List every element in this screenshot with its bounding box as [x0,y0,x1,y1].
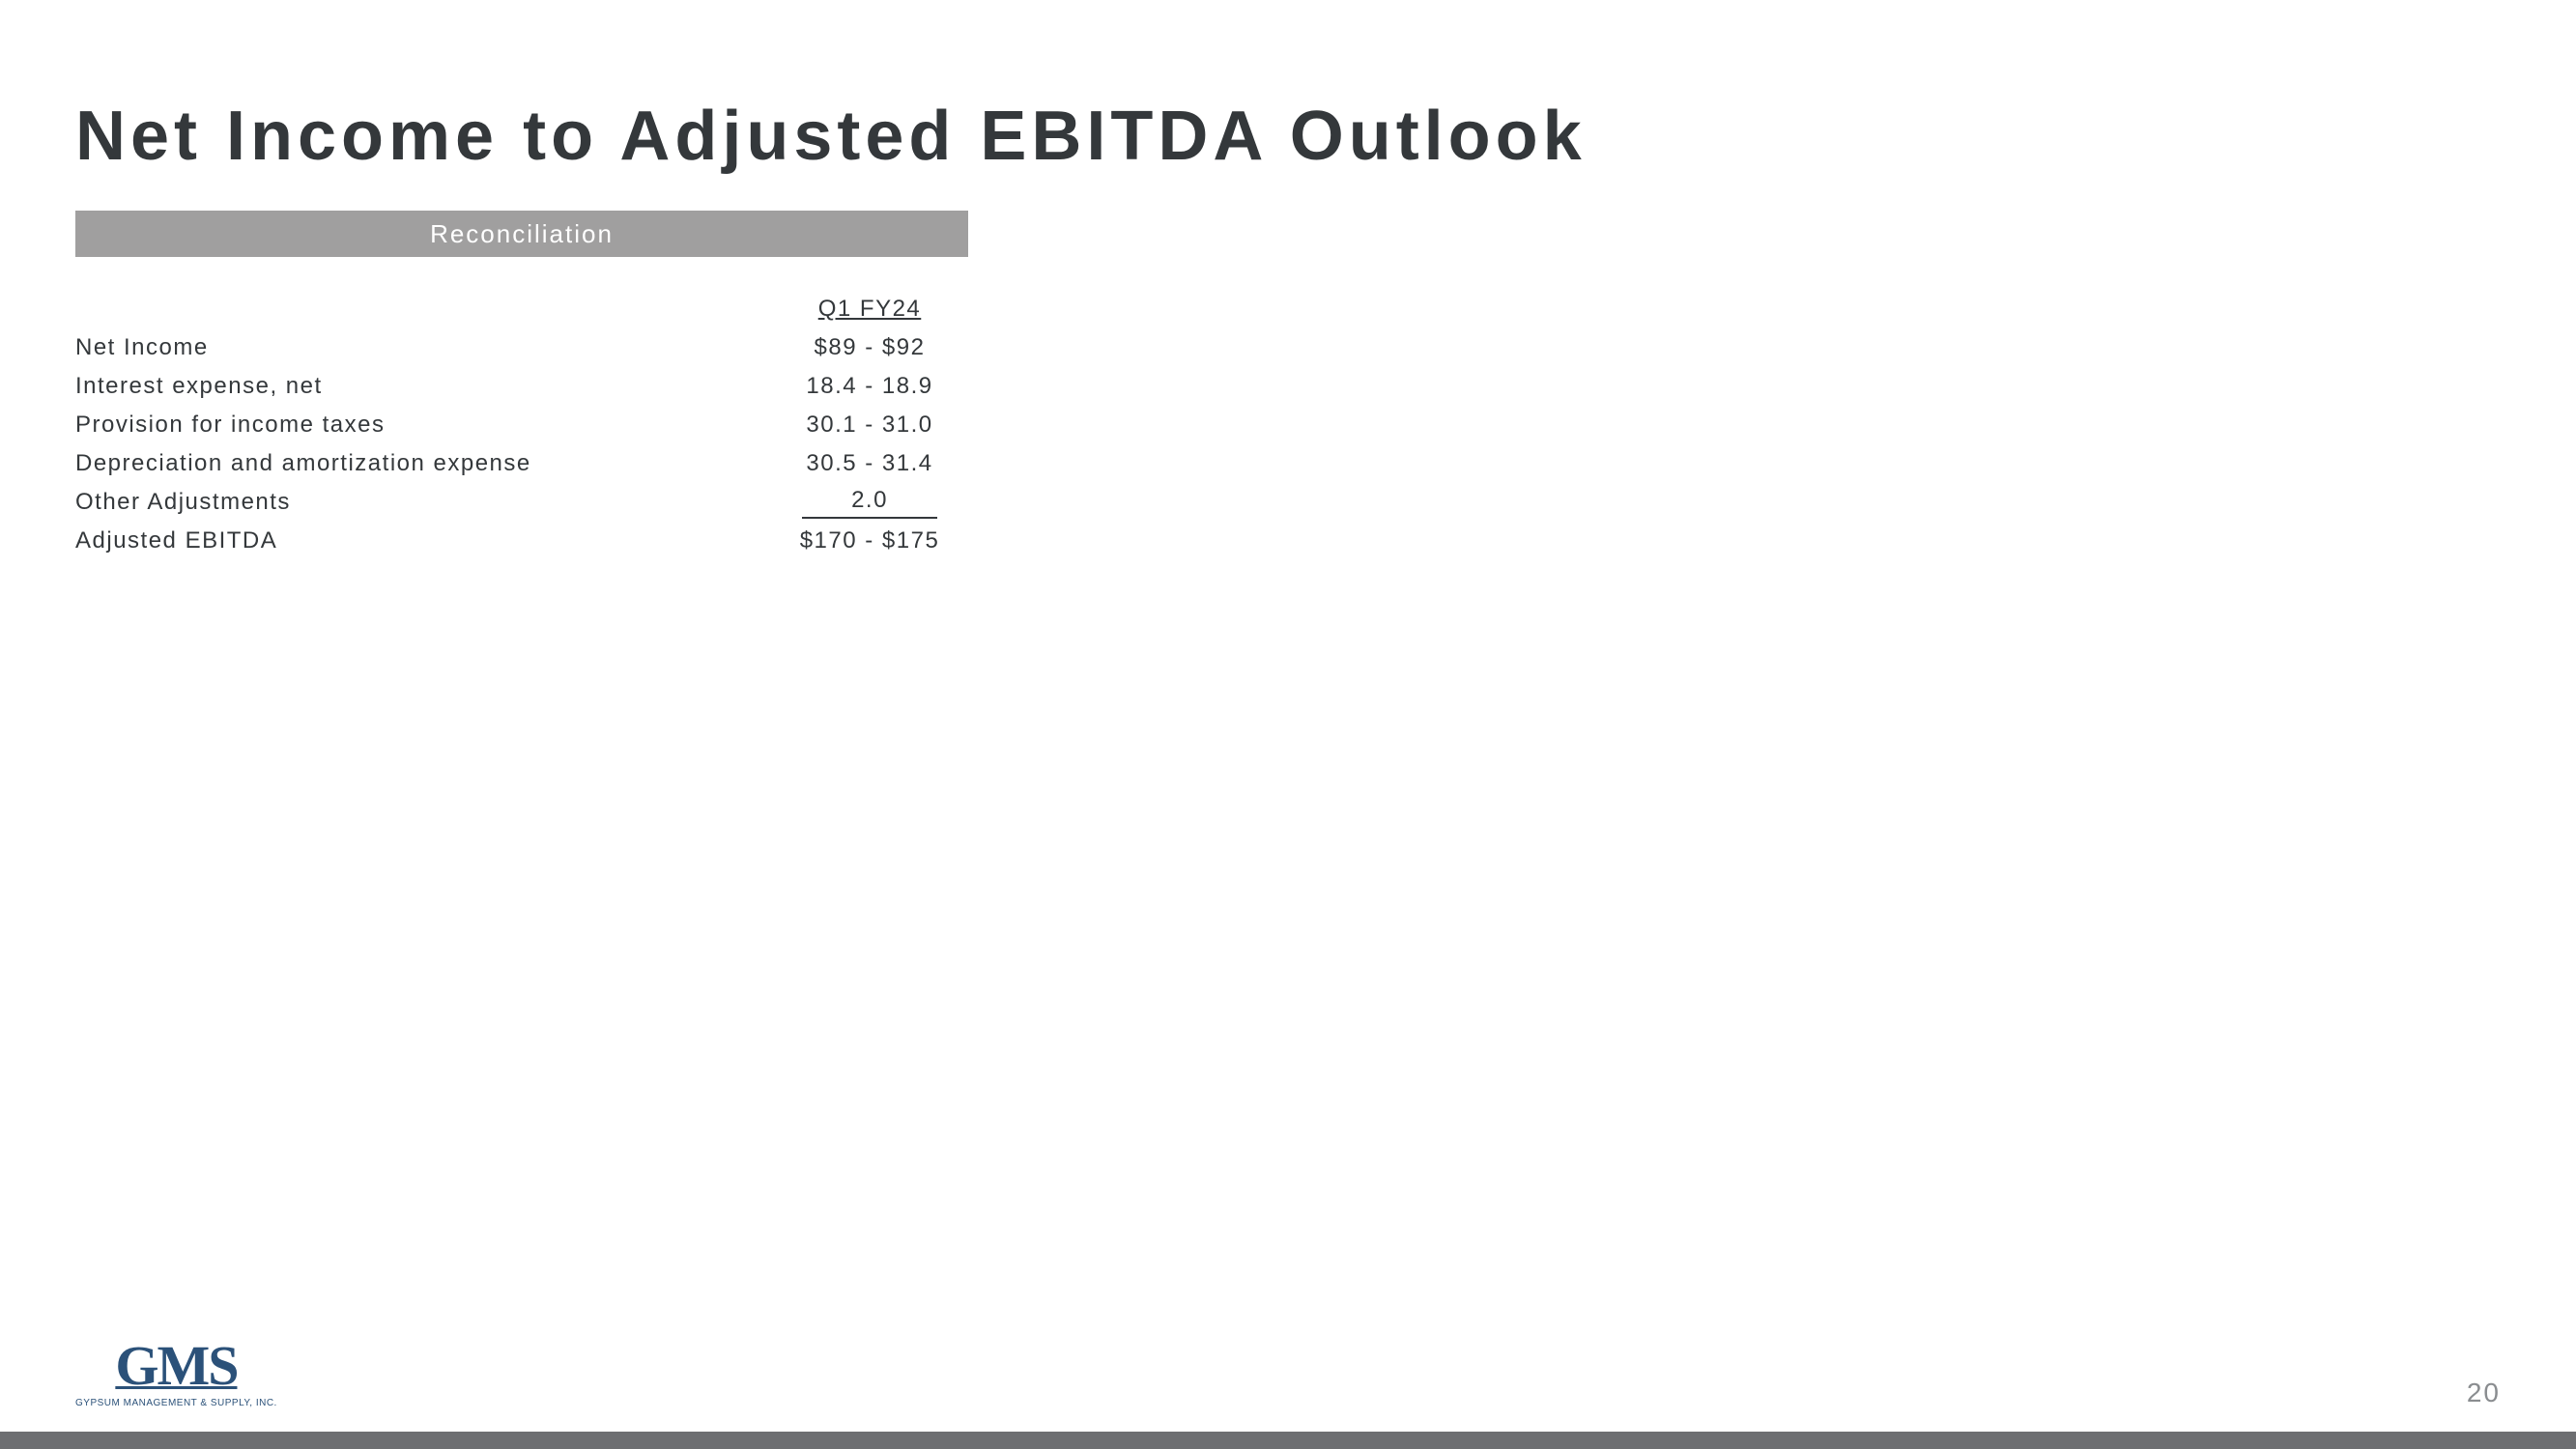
table-row: Net Income $89 - $92 [75,328,968,367]
row-value: $89 - $92 [771,334,968,361]
reconciliation-header-label: Reconciliation [430,219,614,249]
row-label: Adjusted EBITDA [75,527,771,554]
row-value: 30.1 - 31.0 [771,412,968,439]
table-row: Other Adjustments 2.0 [75,483,968,522]
row-label: Provision for income taxes [75,412,771,439]
row-label: Interest expense, net [75,373,771,400]
row-value-subtotal: 2.0 [771,487,968,519]
table-row-total: Adjusted EBITDA $170 - $175 [75,522,968,560]
row-label: Depreciation and amortization expense [75,450,771,477]
company-logo: GMS GYPSUM MANAGEMENT & SUPPLY, INC. [75,1338,277,1408]
row-label: Other Adjustments [75,489,771,516]
table-row: Interest expense, net 18.4 - 18.9 [75,367,968,406]
table-column-header: Q1 FY24 [771,296,968,323]
table-header-row: Q1 FY24 [75,290,968,328]
bottom-bar [0,1432,2576,1449]
table-row: Depreciation and amortization expense 30… [75,444,968,483]
row-value: 18.4 - 18.9 [771,373,968,400]
row-value: 30.5 - 31.4 [771,450,968,477]
logo-sub-text: GYPSUM MANAGEMENT & SUPPLY, INC. [75,1398,277,1408]
slide-footer: GMS GYPSUM MANAGEMENT & SUPPLY, INC. 20 [75,1338,2501,1408]
table-row: Provision for income taxes 30.1 - 31.0 [75,406,968,444]
logo-main-text: GMS [115,1338,237,1394]
slide-title: Net Income to Adjusted EBITDA Outlook [75,97,1587,176]
row-value: $170 - $175 [771,527,968,554]
slide-container: Net Income to Adjusted EBITDA Outlook Re… [0,0,2576,1449]
reconciliation-header: Reconciliation [75,211,968,257]
page-number: 20 [2467,1378,2501,1408]
reconciliation-table: Q1 FY24 Net Income $89 - $92 Interest ex… [75,290,968,560]
row-label: Net Income [75,334,771,361]
